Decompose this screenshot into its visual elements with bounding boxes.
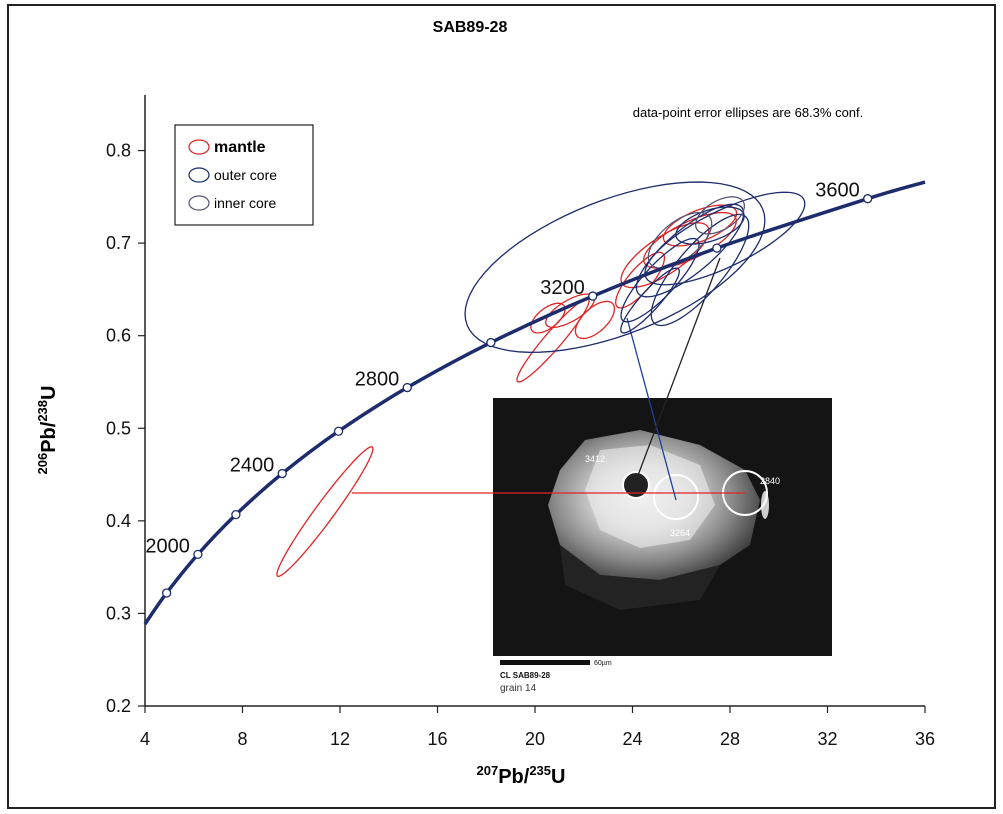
age-marker (193, 549, 203, 560)
age-label: 2400 (230, 455, 275, 477)
age-marker (277, 468, 287, 479)
scale-label: 60µm (594, 660, 612, 667)
x-tick-label: 4 (140, 729, 150, 749)
legend: mantle outer core inner core (174, 124, 314, 226)
age-marker (863, 194, 873, 204)
inset-image (493, 398, 832, 665)
y-tick-label: 0.5 (106, 418, 131, 438)
age-marker (486, 337, 496, 348)
legend-label: outer core (214, 167, 277, 183)
error-ellipse (647, 211, 713, 269)
error-ellipse (574, 300, 616, 340)
error-ellipse (662, 204, 738, 247)
x-tick-label: 24 (622, 729, 642, 749)
error-ellipse (516, 298, 590, 383)
error-ellipse (675, 206, 745, 245)
error-ellipse (620, 267, 680, 334)
connector (626, 317, 677, 501)
x-tick-label: 16 (427, 729, 447, 749)
legend-label: inner core (214, 195, 276, 211)
legend-label: mantle (214, 139, 266, 156)
legend-box (174, 124, 314, 226)
legend-swatch (188, 167, 210, 183)
spot-label: 3264 (670, 528, 690, 538)
note: data-point error ellipses are 68.3% conf… (633, 105, 864, 120)
age-label: 3200 (540, 277, 585, 299)
y-tick-label: 0.2 (106, 696, 131, 716)
error-ellipse (694, 196, 746, 235)
age-marker (161, 588, 172, 598)
age-label: 2000 (145, 535, 190, 557)
legend-swatch (188, 139, 210, 155)
age-label: 3600 (815, 180, 860, 202)
age-marker (231, 509, 241, 520)
x-tick-label: 32 (817, 729, 837, 749)
error-ellipse (650, 213, 750, 327)
age-label: 2800 (355, 369, 400, 391)
error-ellipse (276, 446, 374, 578)
chart-title: SAB89-28 (433, 19, 508, 36)
x-tick-label: 20 (525, 729, 545, 749)
y-axis-title: 206Pb/238U (35, 386, 60, 475)
y-tick-label: 0.7 (106, 233, 131, 253)
y-tick-label: 0.4 (106, 511, 131, 531)
inset-grain: grain 14 (500, 683, 537, 694)
error-ellipse (464, 181, 766, 353)
x-tick-label: 36 (915, 729, 935, 749)
error-ellipse (620, 237, 700, 323)
spot-label: 2840 (760, 476, 780, 486)
legend-swatch (188, 195, 210, 211)
y-tick-label: 0.6 (106, 326, 131, 346)
age-marker (402, 382, 412, 393)
x-tick-label: 8 (237, 729, 247, 749)
y-tick-label: 0.3 (106, 603, 131, 623)
age-marker (712, 243, 722, 253)
age-marker (588, 291, 598, 301)
inset-caption: CL SAB89-28 (500, 671, 551, 680)
x-axis-title: 207Pb/235U (477, 763, 566, 788)
error-ellipse (530, 302, 566, 334)
x-tick-label: 12 (330, 729, 350, 749)
spot-label: 3412 (585, 454, 605, 464)
age-marker (333, 426, 344, 436)
y-tick-label: 0.8 (106, 141, 131, 161)
x-tick-label: 28 (720, 729, 740, 749)
